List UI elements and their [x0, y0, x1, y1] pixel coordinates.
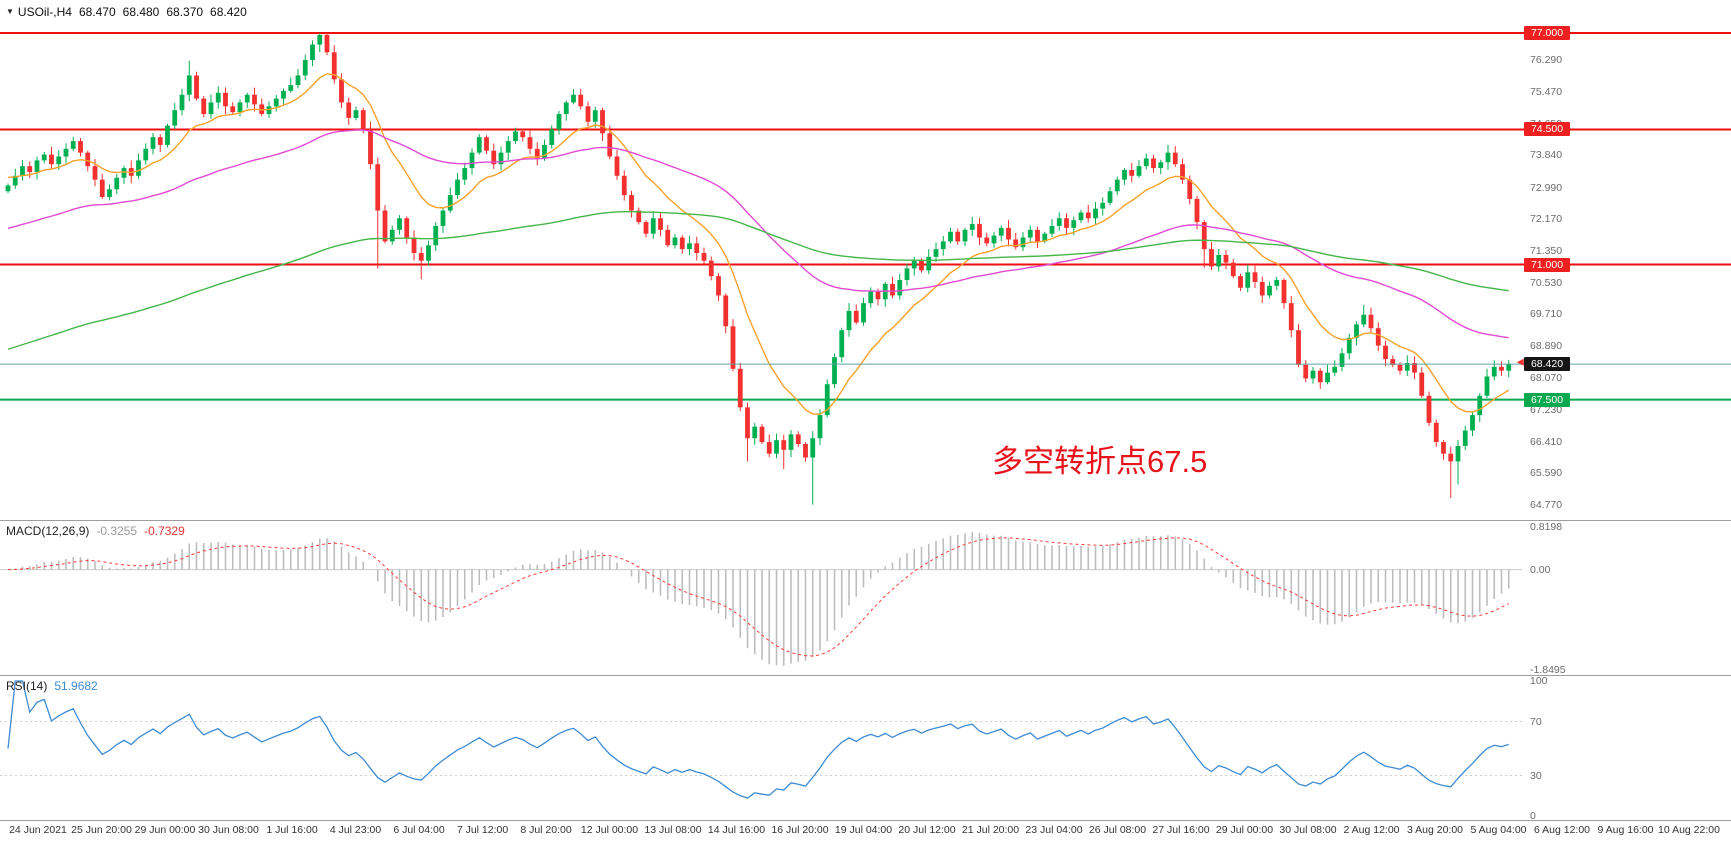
price-axis-label: 66.410	[1530, 435, 1563, 448]
price-axis[interactable]: 76.29075.47074.65073.84072.99072.17071.3…	[1522, 0, 1731, 820]
rsi-line	[7, 680, 1509, 799]
macd-axis-zero-label: 0.00	[1530, 563, 1551, 576]
ma-slow-line	[7, 210, 1509, 350]
macd-main-value: -0.3255	[96, 524, 138, 538]
time-axis-label: 9 Aug 16:00	[1597, 824, 1654, 836]
price-marker-arrow	[1516, 358, 1524, 366]
rsi-indicator-label: RSI(14) 51.9682	[6, 679, 98, 693]
price-level-badge: 68.420	[1524, 357, 1570, 372]
time-axis-label: 5 Aug 04:00	[1470, 824, 1527, 836]
time-axis-label: 30 Jul 08:00	[1279, 824, 1337, 836]
price-axis-label: 73.840	[1530, 148, 1563, 161]
price-axis-label: 70.530	[1530, 276, 1563, 289]
macd-axis-max-label: 0.8198	[1530, 521, 1563, 533]
time-axis-label: 1 Jul 16:00	[266, 824, 318, 836]
macd-indicator-label: MACD(12,26,9) -0.3255 -0.7329	[6, 524, 185, 538]
time-axis-label: 24 Jun 2021	[9, 824, 67, 836]
time-axis-label: 29 Jul 00:00	[1215, 824, 1274, 836]
macd-signal-value: -0.7329	[144, 524, 185, 538]
price-axis-label: 72.170	[1530, 213, 1563, 226]
time-axis-label: 29 Jun 00:00	[134, 824, 196, 836]
ohlc-close-value: 68.420	[210, 5, 247, 19]
time-axis-label: 16 Jul 20:00	[771, 824, 829, 836]
chart-header: ▼ USOil-,H4 68.470 68.480 68.370 68.420	[6, 5, 254, 19]
macd-axis-min-label: -1.8495	[1530, 664, 1566, 676]
rsi-axis-30-label: 30	[1530, 769, 1542, 782]
rsi-value: 51.9682	[54, 679, 98, 693]
rsi-axis-100-label: 100	[1530, 675, 1548, 687]
time-axis-label: 4 Jul 23:00	[329, 824, 382, 836]
time-axis-label: 23 Jul 04:00	[1025, 824, 1083, 836]
time-axis-label: 19 Jul 04:00	[834, 824, 893, 836]
symbol-dropdown-icon[interactable]: ▼	[6, 7, 14, 16]
macd-name: MACD(12,26,9)	[6, 524, 90, 538]
time-axis-label: 13 Jul 08:00	[644, 824, 702, 836]
candles-layer	[5, 33, 1512, 505]
time-axis-label: 14 Jul 16:00	[707, 824, 766, 836]
price-level-badge: 74.500	[1524, 122, 1570, 137]
ma-fast-line	[7, 73, 1510, 415]
price-axis-label: 65.590	[1530, 467, 1563, 480]
price-axis-label: 72.990	[1530, 181, 1563, 194]
time-axis-label: 25 Jun 20:00	[71, 824, 132, 836]
time-axis-label: 26 Jul 08:00	[1088, 824, 1147, 836]
time-axis-label: 21 Jul 20:00	[961, 824, 1020, 836]
symbol-timeframe-label: USOil-,H4	[17, 5, 72, 19]
time-axis-label: 3 Aug 20:00	[1406, 824, 1464, 836]
chart-annotation-text: 多空转折点67.5	[992, 444, 1208, 479]
time-axis-label: 6 Jul 04:00	[393, 824, 445, 836]
price-level-lines	[0, 32, 1731, 401]
price-axis-label: 67.230	[1530, 404, 1563, 417]
time-axis-label: 6 Aug 12:00	[1533, 824, 1591, 836]
price-axis-label: 68.890	[1530, 339, 1563, 352]
time-axis-label: 20 Jul 12:00	[898, 824, 956, 836]
rsi-name: RSI(14)	[6, 679, 48, 693]
price-level-badge: 77.000	[1524, 26, 1570, 40]
price-axis-label: 75.470	[1530, 86, 1563, 99]
time-axis-label: 10 Aug 22:00	[1658, 824, 1720, 836]
price-level-badge: 71.000	[1524, 257, 1570, 272]
time-axis-label: 8 Jul 20:00	[520, 824, 572, 836]
ohlc-high-value: 68.480	[122, 5, 160, 19]
price-axis-label: 76.290	[1530, 54, 1563, 67]
time-axis[interactable]: 24 Jun 2021 25 Jun 20:00 29 Jun 00:00 30 Ju…	[0, 820, 1731, 845]
price-axis-label: 64.770	[1530, 499, 1563, 511]
rsi-axis-0-label: 0	[1530, 810, 1536, 822]
time-axis-label: 7 Jul 12:00	[456, 824, 509, 836]
time-axis-label: 30 Jun 08:00	[198, 824, 259, 836]
time-axis-label: 12 Jul 00:00	[580, 824, 639, 836]
rsi-axis-70-label: 70	[1530, 715, 1542, 728]
macd-histogram	[14, 532, 1510, 666]
time-axis-label: 27 Jul 16:00	[1152, 824, 1210, 836]
price-axis-label: 69.710	[1530, 308, 1563, 321]
macd-signal-line	[7, 537, 1509, 657]
ohlc-low-value: 68.370	[166, 5, 204, 19]
ohlc-open-value: 68.470	[78, 5, 116, 19]
price-axis-label: 71.350	[1530, 245, 1563, 258]
price-axis-label: 68.070	[1530, 371, 1563, 384]
price-level-badge: 67.500	[1524, 392, 1570, 407]
time-axis-label: 2 Aug 12:00	[1343, 824, 1400, 836]
ma-medium-line	[7, 129, 1509, 339]
